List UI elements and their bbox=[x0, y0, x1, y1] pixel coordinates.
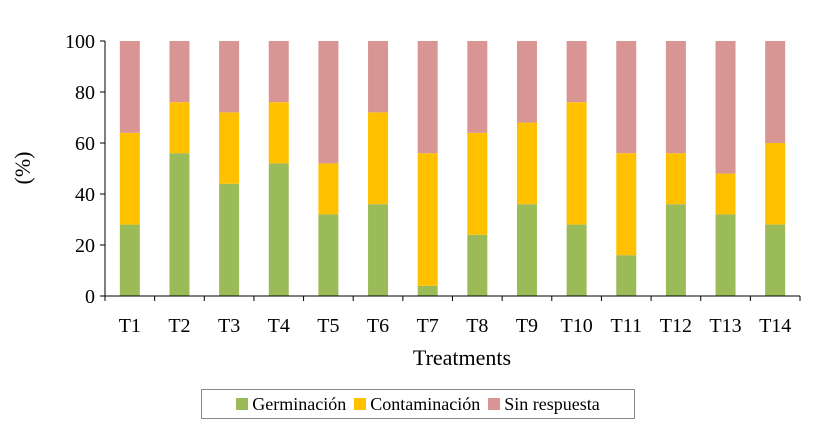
y-tick-label: 40 bbox=[75, 184, 95, 206]
x-tick-label-T10: T10 bbox=[560, 315, 592, 337]
chart-legend: Germinación Contaminación Sin respuesta bbox=[201, 389, 635, 419]
x-tick-label-T2: T2 bbox=[168, 315, 190, 337]
bar-T5-series-2 bbox=[318, 41, 339, 164]
bar-T3-series-2 bbox=[219, 41, 240, 113]
bar-T6-series-0 bbox=[368, 204, 389, 296]
legend-swatch bbox=[488, 398, 501, 410]
bar-T3-series-0 bbox=[219, 183, 240, 296]
y-tick-label: 20 bbox=[75, 235, 95, 257]
legend-label: Germinación bbox=[252, 393, 347, 414]
x-tick-label-T1: T1 bbox=[119, 315, 141, 337]
bar-T11-series-1 bbox=[616, 153, 637, 256]
bar-T6-series-2 bbox=[368, 41, 389, 113]
x-tick-label-T13: T13 bbox=[709, 315, 741, 337]
bar-T7-series-1 bbox=[417, 153, 438, 286]
bar-T13-series-0 bbox=[715, 214, 736, 296]
bar-T1-series-1 bbox=[119, 132, 140, 225]
bar-T11-series-2 bbox=[616, 41, 637, 154]
x-tick-label-T8: T8 bbox=[466, 315, 488, 337]
bar-T4-series-2 bbox=[268, 41, 289, 103]
bar-T10-series-2 bbox=[566, 41, 587, 103]
bar-T1-series-0 bbox=[119, 224, 140, 296]
x-tick-label-T5: T5 bbox=[317, 315, 339, 337]
bar-T14-series-2 bbox=[765, 41, 786, 143]
y-tick-label: 60 bbox=[75, 133, 95, 155]
bar-T8-series-0 bbox=[467, 234, 488, 296]
x-tick-label-T14: T14 bbox=[759, 315, 791, 337]
legend-item-0: Germinación bbox=[236, 394, 346, 415]
x-axis-title: Treatments bbox=[413, 345, 511, 370]
bar-T5-series-0 bbox=[318, 214, 339, 296]
bar-T11-series-0 bbox=[616, 255, 637, 296]
legend-label: Contaminación bbox=[370, 393, 481, 414]
bar-T6-series-1 bbox=[368, 112, 389, 205]
bar-T4-series-1 bbox=[268, 102, 289, 164]
bar-T4-series-0 bbox=[268, 163, 289, 296]
bar-T9-series-2 bbox=[516, 41, 537, 123]
bar-T1-series-2 bbox=[119, 41, 140, 133]
legend-swatch bbox=[354, 398, 367, 410]
legend-item-2: Sin respuesta bbox=[488, 393, 600, 415]
bar-T2-series-2 bbox=[169, 41, 190, 103]
bar-T10-series-1 bbox=[566, 102, 587, 225]
bar-T12-series-2 bbox=[665, 41, 686, 154]
bar-T12-series-0 bbox=[665, 204, 686, 296]
bar-T2-series-1 bbox=[169, 102, 190, 154]
bar-T13-series-2 bbox=[715, 41, 736, 174]
bar-T7-series-0 bbox=[417, 285, 438, 296]
bar-T13-series-1 bbox=[715, 173, 736, 215]
x-tick-label-T7: T7 bbox=[417, 315, 439, 337]
legend-label: Sin respuesta bbox=[504, 393, 600, 414]
axes-layer bbox=[104, 41, 800, 297]
x-tick-label-T6: T6 bbox=[367, 315, 389, 337]
bars-layer bbox=[119, 41, 786, 296]
x-tick-label-T11: T11 bbox=[611, 315, 642, 337]
bar-T9-series-1 bbox=[516, 122, 537, 205]
y-tick-label: 0 bbox=[85, 286, 95, 308]
y-axis-title: (%) bbox=[10, 152, 35, 185]
bar-T5-series-1 bbox=[318, 163, 339, 215]
bar-T12-series-1 bbox=[665, 153, 686, 205]
bar-T9-series-0 bbox=[516, 204, 537, 296]
bar-T7-series-2 bbox=[417, 41, 438, 154]
bar-T3-series-1 bbox=[219, 112, 240, 184]
y-tick-label: 100 bbox=[65, 31, 95, 53]
bar-T8-series-2 bbox=[467, 41, 488, 133]
x-tick-label-T3: T3 bbox=[218, 315, 240, 337]
y-tick-label: 80 bbox=[75, 82, 95, 104]
bar-T10-series-0 bbox=[566, 224, 587, 296]
bar-T2-series-0 bbox=[169, 153, 190, 296]
x-tick-label-T9: T9 bbox=[516, 315, 538, 337]
bar-T8-series-1 bbox=[467, 132, 488, 235]
x-tick-label-T12: T12 bbox=[660, 315, 692, 337]
x-tick-label-T4: T4 bbox=[268, 315, 290, 337]
legend-item-1: Contaminación bbox=[354, 394, 480, 415]
legend-swatch bbox=[236, 398, 249, 410]
bar-T14-series-1 bbox=[765, 143, 786, 225]
bar-T14-series-0 bbox=[765, 224, 786, 296]
ticks-layer: 0 20 40 60 80 100 T1 T2 T3 T4 T5 T6 T7 T8 T9 T10 T11 T12 T… bbox=[65, 31, 801, 337]
